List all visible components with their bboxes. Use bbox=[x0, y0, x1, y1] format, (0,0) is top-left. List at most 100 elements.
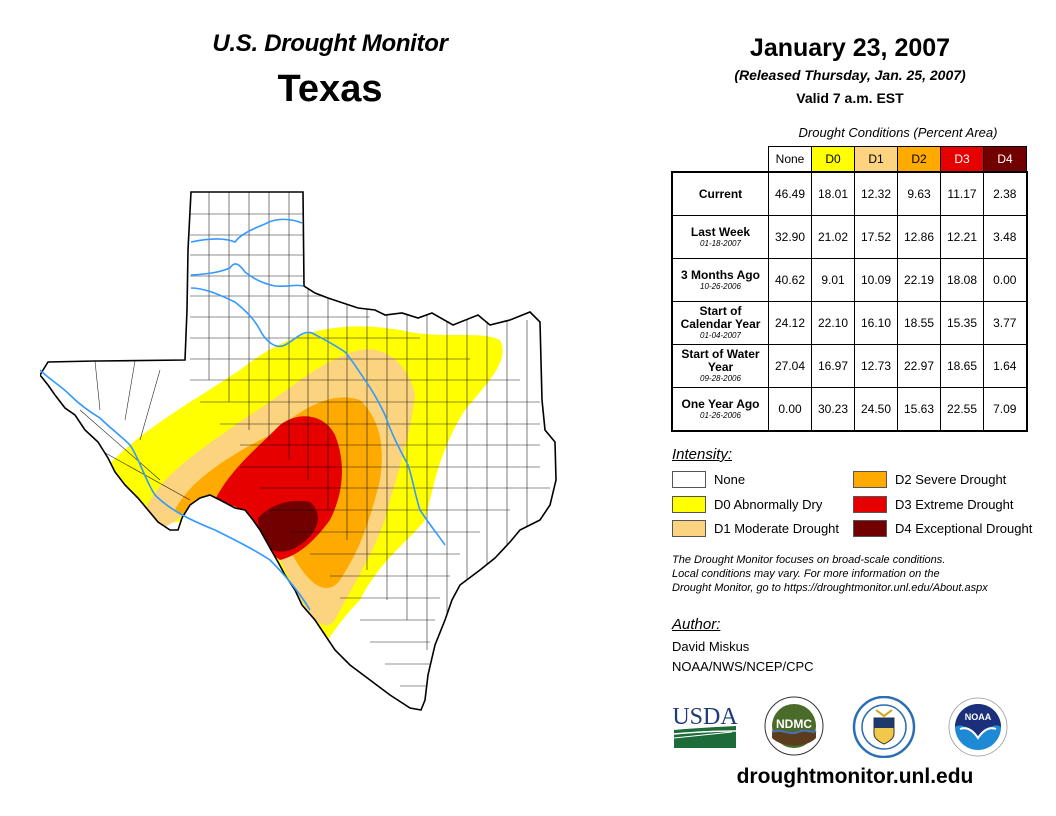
value-cell-d0: 30.23 bbox=[811, 387, 855, 432]
value-cell-d2: 15.63 bbox=[897, 387, 941, 432]
value-cell-d2: 12.86 bbox=[897, 215, 941, 259]
col-d4: D4 bbox=[983, 146, 1027, 173]
value-cell-d2: 9.63 bbox=[897, 171, 941, 216]
svg-text:USDA: USDA bbox=[672, 704, 738, 730]
legend-item-d3: D3 Extreme Drought bbox=[853, 496, 1014, 513]
value-cell-d4: 2.38 bbox=[983, 171, 1027, 216]
value-cell-d4: 0.00 bbox=[983, 258, 1027, 302]
col-d3: D3 bbox=[940, 146, 984, 173]
legend-swatch bbox=[853, 496, 887, 513]
disclaimer-note: The Drought Monitor focuses on broad-sca… bbox=[672, 553, 1032, 595]
col-d0: D0 bbox=[811, 146, 855, 173]
legend-swatch bbox=[853, 471, 887, 488]
table-row: 3 Months Ago 10-26-2006 40.62 9.01 10.09 22.1… bbox=[671, 258, 1027, 302]
legend-item-d0: D0 Abnormally Dry bbox=[672, 496, 822, 513]
row-label: Start of Calendar Year 01-04-2007 bbox=[671, 301, 769, 345]
row-label: Last Week 01-18-2007 bbox=[671, 215, 769, 259]
value-cell-d2: 22.97 bbox=[897, 344, 941, 388]
ndmc-logo: NDMC bbox=[764, 696, 824, 756]
value-cell-d3: 11.17 bbox=[940, 171, 984, 216]
canadian-river bbox=[190, 218, 303, 243]
col-none: None bbox=[768, 146, 812, 173]
region-title: Texas bbox=[277, 68, 383, 110]
value-cell-none: 24.12 bbox=[768, 301, 812, 345]
legend-item-d1: D1 Moderate Drought bbox=[672, 520, 839, 537]
county-grid bbox=[79, 192, 550, 687]
red-river bbox=[190, 263, 304, 288]
row-label-text: Start of Water Year bbox=[681, 347, 760, 374]
table-caption: Drought Conditions (Percent Area) bbox=[798, 125, 998, 140]
value-cell-d4: 3.77 bbox=[983, 301, 1027, 345]
value-cell-d0: 16.97 bbox=[811, 344, 855, 388]
commerce-logo bbox=[852, 696, 916, 758]
corner-cell bbox=[672, 147, 769, 173]
rivers bbox=[40, 218, 446, 611]
table-row: One Year Ago 01-26-2006 0.00 30.23 24.50 15.6… bbox=[671, 387, 1027, 432]
pecos-river bbox=[40, 369, 156, 496]
table-row: Start of Water Year 09-28-2006 27.04 16.97 1… bbox=[671, 344, 1027, 388]
value-cell-d3: 18.08 bbox=[940, 258, 984, 302]
website-link[interactable]: droughtmonitor.unl.edu bbox=[736, 765, 974, 788]
value-cell-d0: 22.10 bbox=[811, 301, 855, 345]
row-date: 01-18-2007 bbox=[700, 238, 741, 248]
value-cell-none: 46.49 bbox=[768, 171, 812, 216]
svg-text:NDMC: NDMC bbox=[776, 717, 812, 731]
value-cell-d1: 10.09 bbox=[854, 258, 898, 302]
legend-swatch bbox=[672, 520, 706, 537]
value-cell-d0: 21.02 bbox=[811, 215, 855, 259]
row-label-text: Current bbox=[698, 186, 743, 201]
col-d2: D2 bbox=[897, 146, 941, 173]
monitor-title: U.S. Drought Monitor bbox=[212, 30, 448, 57]
value-cell-d4: 7.09 bbox=[983, 387, 1027, 432]
legend-item-d4: D4 Exceptional Drought bbox=[853, 520, 1032, 537]
value-cell-d0: 18.01 bbox=[811, 171, 855, 216]
row-label-text: 3 Months Ago bbox=[681, 267, 760, 282]
rio-grande bbox=[154, 494, 311, 611]
value-cell-d1: 12.32 bbox=[854, 171, 898, 216]
svg-text:NOAA: NOAA bbox=[965, 712, 992, 722]
value-cell-none: 0.00 bbox=[768, 387, 812, 432]
value-cell-d1: 17.52 bbox=[854, 215, 898, 259]
author-org: NOAA/NWS/NCEP/CPC bbox=[672, 659, 814, 674]
value-cell-d1: 16.10 bbox=[854, 301, 898, 345]
table-row: Start of Calendar Year 01-04-2007 24.12 22.… bbox=[671, 301, 1027, 345]
row-label: Current bbox=[671, 171, 769, 216]
value-cell-d3: 18.65 bbox=[940, 344, 984, 388]
legend-swatch bbox=[672, 471, 706, 488]
drought-conditions-table: None D0 D1 D2 D3 D4 Current 46.49 18.01 12.… bbox=[671, 146, 1028, 432]
release-date: (Released Thursday, Jan. 25, 2007) bbox=[734, 67, 966, 83]
d4-area bbox=[258, 500, 318, 552]
map-date: January 23, 2007 bbox=[749, 34, 951, 62]
value-cell-d1: 12.73 bbox=[854, 344, 898, 388]
legend-item-d2: D2 Severe Drought bbox=[853, 471, 1006, 488]
legend-swatch bbox=[672, 496, 706, 513]
noaa-logo: NOAA bbox=[948, 697, 1008, 757]
value-cell-none: 27.04 bbox=[768, 344, 812, 388]
value-cell-d3: 12.21 bbox=[940, 215, 984, 259]
legend-swatch bbox=[853, 520, 887, 537]
row-label-text: Last Week bbox=[690, 224, 751, 239]
value-cell-none: 32.90 bbox=[768, 215, 812, 259]
value-cell-d0: 9.01 bbox=[811, 258, 855, 302]
legend-title: Intensity: bbox=[672, 446, 733, 463]
value-cell-d4: 1.64 bbox=[983, 344, 1027, 388]
row-date: 01-04-2007 bbox=[700, 331, 741, 340]
texas-drought-map bbox=[40, 191, 557, 711]
brazos-trinity-river bbox=[190, 287, 446, 546]
about-link[interactable]: Drought Monitor, go to https://droughtmo… bbox=[672, 582, 988, 594]
row-label: 3 Months Ago 10-26-2006 bbox=[671, 258, 769, 302]
row-label-text: One Year Ago bbox=[681, 396, 760, 411]
row-date: 09-28-2006 bbox=[700, 374, 741, 383]
value-cell-d3: 15.35 bbox=[940, 301, 984, 345]
row-label-text: Start of Calendar Year bbox=[680, 304, 761, 331]
usda-logo: USDA bbox=[672, 704, 738, 748]
value-cell-d2: 18.55 bbox=[897, 301, 941, 345]
col-d1: D1 bbox=[854, 146, 898, 173]
value-cell-none: 40.62 bbox=[768, 258, 812, 302]
table-row: Last Week 01-18-2007 32.90 21.02 17.52 12.86 1… bbox=[671, 215, 1027, 259]
row-label: One Year Ago 01-26-2006 bbox=[671, 387, 769, 432]
value-cell-d3: 22.55 bbox=[940, 387, 984, 432]
value-cell-d1: 24.50 bbox=[854, 387, 898, 432]
author-title: Author: bbox=[672, 616, 721, 633]
table-row: Current 46.49 18.01 12.32 9.63 11.17 2.38 bbox=[671, 171, 1027, 216]
